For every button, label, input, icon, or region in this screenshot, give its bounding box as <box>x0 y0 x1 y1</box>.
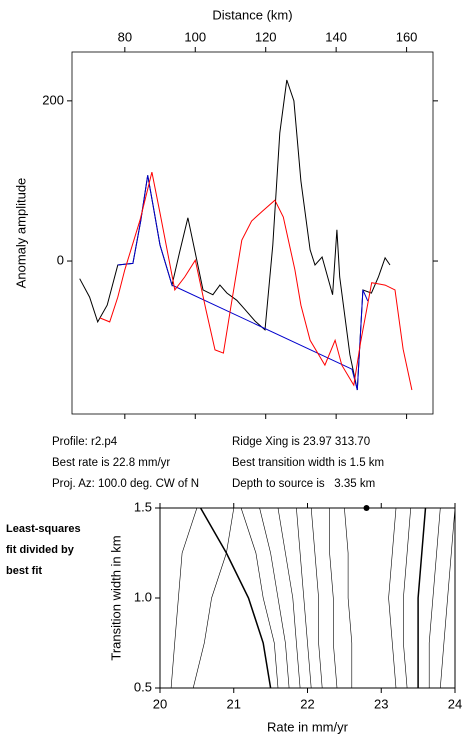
contour-line <box>277 507 301 689</box>
contour-line <box>199 507 272 689</box>
contour-line <box>329 508 338 689</box>
info-text: Depth to source is 3.35 km <box>232 478 376 490</box>
contour-line <box>403 507 411 689</box>
data-line <box>99 171 413 391</box>
x-tick-label: 22 <box>300 696 314 711</box>
x-tick-label: 120 <box>255 29 277 44</box>
data-line <box>117 175 369 391</box>
best-fit-point <box>363 505 370 511</box>
contour-line <box>259 507 290 689</box>
plot-frame <box>71 51 434 415</box>
x-axis-label: Rate in mm/yr <box>267 719 349 734</box>
contour-line <box>170 507 198 689</box>
y-tick-label: 1.5 <box>134 499 152 514</box>
x-axis-label: Distance (km) <box>212 7 292 22</box>
x-tick-label: 140 <box>325 29 347 44</box>
contour-line <box>388 507 397 689</box>
y-tick-label: 0 <box>57 252 64 267</box>
contour-line <box>344 507 353 688</box>
y-tick-label: 1.0 <box>134 589 152 604</box>
contour-line <box>428 507 441 688</box>
info-text: Proj. Az: 100.0 deg. CW of N <box>52 478 200 490</box>
contour-line <box>296 507 312 689</box>
x-tick-label: 80 <box>118 29 132 44</box>
x-tick-label: 21 <box>227 696 241 711</box>
y-tick-label: 0.5 <box>134 679 152 694</box>
x-tick-label: 24 <box>448 696 462 711</box>
y-tick-label: 200 <box>42 92 64 107</box>
side-label: fit divided by <box>6 544 74 556</box>
info-text: Ridge Xing is 23.97 313.70 <box>232 436 371 448</box>
x-tick-label: 20 <box>153 696 167 711</box>
info-text: Profile: r2.p4 <box>52 436 118 448</box>
contour-line <box>440 507 456 689</box>
contour-line <box>240 507 279 689</box>
info-text: Best rate is 22.8 mm/yr <box>52 457 171 469</box>
contour-line <box>417 507 427 688</box>
contour-line <box>310 507 323 689</box>
x-tick-label: 160 <box>396 29 418 44</box>
side-label: best fit <box>6 565 43 577</box>
contour-line <box>192 507 235 689</box>
plot-frame <box>159 507 456 689</box>
x-tick-label: 100 <box>184 29 206 44</box>
y-axis-label: Anomaly amplitude <box>13 178 28 289</box>
info-text: Best transition width is 1.5 km <box>232 457 385 469</box>
y-axis-label: Transition width in km <box>108 535 123 660</box>
data-line <box>79 79 391 391</box>
side-label: Least-squares <box>6 523 81 535</box>
x-tick-label: 23 <box>374 696 388 711</box>
